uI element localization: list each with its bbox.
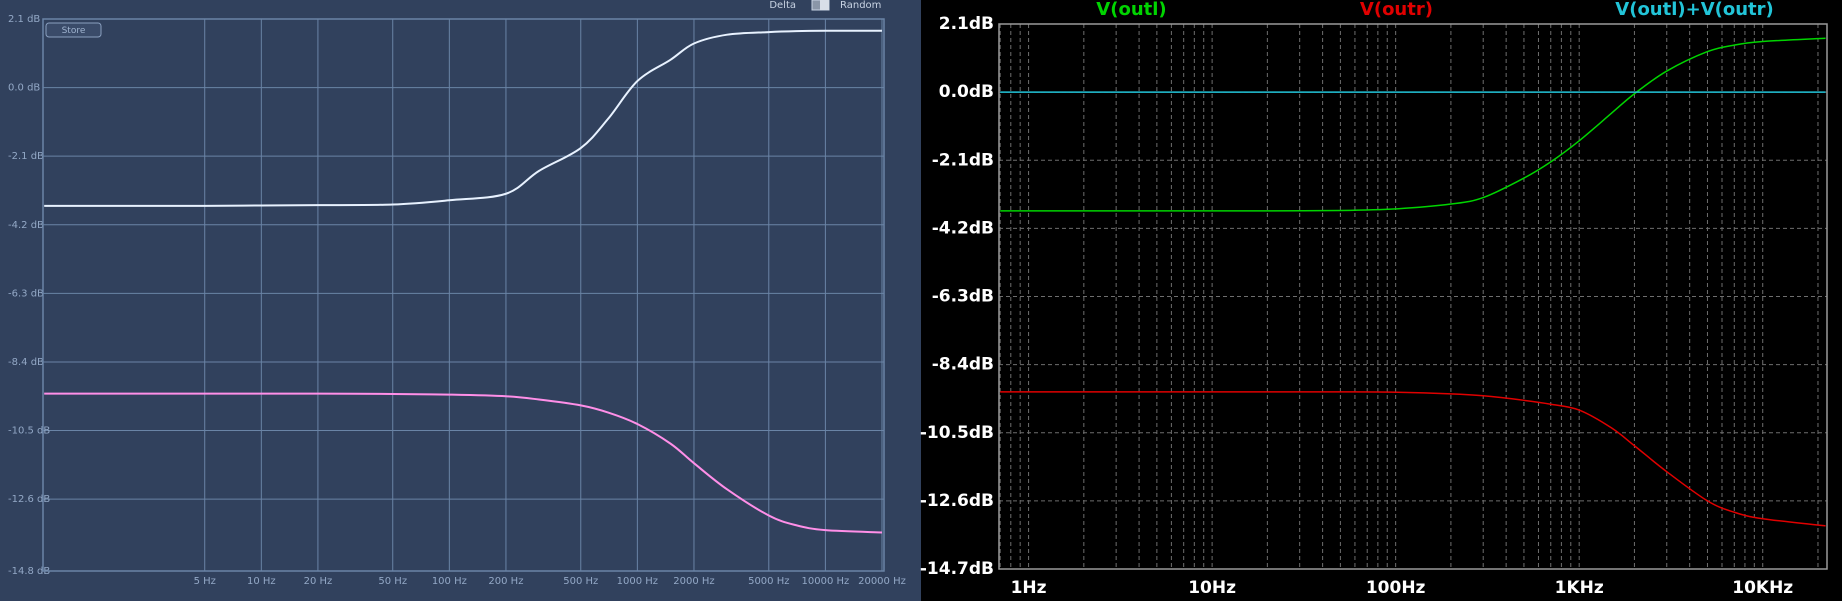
store-button[interactable] [45,22,102,38]
x-tick-label: 20000 Hz [858,576,906,587]
plot-border [998,23,1828,570]
right-panel [923,0,1842,601]
y-tick-label: 2.1dB [939,14,994,34]
x-tick-label: 1KHz [1555,578,1604,598]
legend-entry: V(outr) [1360,0,1433,20]
series-line [44,29,882,207]
y-tick-label: -10.5 dB [8,426,50,437]
y-tick-label: -4.2 dB [8,220,44,231]
y-tick-label: -10.5dB [920,423,994,443]
y-tick-label: -6.3 dB [8,288,44,299]
x-tick-label: 500 Hz [563,576,598,587]
y-tick-label: -8.4 dB [8,357,44,368]
x-tick-label: 1000 Hz [617,576,658,587]
y-tick-label: -14.8 dB [8,566,50,577]
legend-entry: V(outl)+V(outr) [1615,0,1773,20]
x-tick-label: 10000 Hz [802,576,850,587]
x-tick-label: 50 Hz [378,576,407,587]
y-tick-label: -2.1 dB [8,151,44,162]
x-tick-label: 5 Hz [194,576,216,587]
x-tick-label: 10Hz [1188,578,1236,598]
y-tick-label: 2.1 dB [8,14,40,25]
toggle-knob [820,0,829,10]
x-tick-label: 20 Hz [304,576,333,587]
y-tick-label: -8.4dB [932,355,994,375]
plot-border [42,18,885,572]
y-tick-label: -12.6 dB [8,494,50,505]
y-tick-label: -4.2dB [932,218,994,238]
store-label[interactable]: Store [62,26,86,36]
x-tick-label: 10 Hz [247,576,276,587]
random-label: Random [840,0,881,11]
x-tick-label: 100 Hz [432,576,467,587]
left-panel [0,0,921,601]
y-tick-label: 0.0dB [939,82,994,102]
delta-label: Delta [769,0,796,11]
series-line [44,392,883,534]
x-tick-label: 5000 Hz [748,576,789,587]
y-tick-label: -12.6dB [920,491,994,511]
x-tick-label: 200 Hz [488,576,523,587]
y-tick-label: -14.7dB [920,559,994,579]
x-tick-label: 1Hz [1011,578,1047,598]
y-tick-label: -2.1dB [932,150,994,170]
series-line [1000,37,1826,212]
x-tick-label: 2000 Hz [673,576,714,587]
y-tick-label: 0.0 dB [8,83,40,94]
legend-entry: V(outl) [1096,0,1166,20]
series-line [1000,391,1826,527]
x-tick-label: 10KHz [1732,578,1793,598]
y-tick-label: -6.3dB [932,287,994,307]
x-tick-label: 100Hz [1366,578,1426,598]
